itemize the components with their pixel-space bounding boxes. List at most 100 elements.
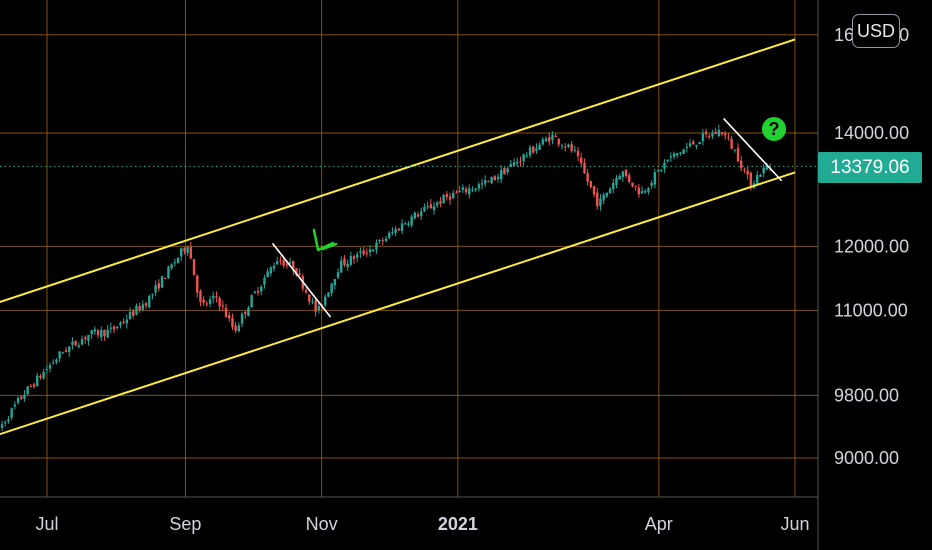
candle-body [170, 264, 173, 269]
time-axis[interactable]: Jul Sep Nov 2021 Apr Jun [35, 514, 809, 534]
candle-body [212, 295, 215, 299]
candle-body [685, 146, 689, 149]
candle-body [183, 248, 186, 252]
candle-body [196, 275, 199, 293]
candle-body [413, 212, 417, 219]
candle-body [749, 172, 753, 189]
candle-body [672, 153, 676, 157]
candle-body [144, 303, 148, 306]
check-mark-annotation [312, 228, 338, 252]
candle-body [240, 313, 244, 324]
candle-body [237, 325, 241, 332]
candle-body [695, 144, 698, 147]
candle-body [42, 372, 45, 379]
candle-body [554, 135, 557, 137]
candle-body [612, 183, 615, 190]
candle-body [445, 194, 449, 198]
candle-body [586, 173, 589, 182]
price-tick-label: 9000.00 [834, 448, 899, 468]
time-tick-label: Sep [169, 514, 201, 534]
candle-body [180, 248, 183, 257]
channel-upper-line [0, 38, 796, 304]
candle-body [727, 137, 730, 139]
candle-body [743, 169, 746, 171]
candle-body [682, 149, 685, 154]
candle-body [708, 136, 711, 138]
candle-body [167, 266, 170, 279]
candle-body [480, 183, 484, 185]
candle-body [535, 148, 538, 152]
candle-body [669, 156, 673, 158]
candle-body [340, 260, 343, 273]
candle-body [346, 263, 349, 268]
candle-body [560, 145, 564, 147]
candle-body [384, 238, 388, 242]
candle-body [692, 141, 695, 145]
last-price-badge: 13379.06 [818, 152, 922, 183]
candle-body [64, 350, 68, 352]
candle-body [532, 146, 535, 153]
candle-body [647, 187, 650, 193]
candle-body [724, 133, 727, 136]
candle-body [759, 174, 762, 177]
channel-lower-line [0, 171, 796, 436]
candle-body [429, 204, 433, 209]
candle-body [426, 206, 429, 208]
candle-body [640, 191, 644, 194]
candle-body [653, 172, 657, 185]
candle-body [407, 223, 410, 225]
candle-body [93, 329, 97, 332]
time-tick-label: 2021 [438, 514, 478, 534]
candle-body [327, 292, 330, 297]
candle-body [192, 258, 196, 276]
candle-body [202, 299, 205, 303]
candle-body [522, 154, 525, 162]
currency-button[interactable]: USD [852, 14, 900, 48]
candle-body [621, 171, 625, 177]
question-mark-icon: ? [762, 117, 786, 141]
grid-lines [0, 0, 819, 550]
candle-body [221, 305, 225, 307]
candle-body [432, 206, 436, 211]
candle-body [125, 319, 129, 324]
candle-body [644, 190, 647, 193]
candle-body [205, 303, 209, 305]
candle-body [80, 339, 84, 345]
candle-body [234, 325, 237, 331]
candle-body [151, 293, 154, 296]
time-tick-label: Apr [645, 514, 673, 534]
candle-body [631, 182, 634, 187]
trendline [722, 117, 783, 182]
candle-body [122, 321, 125, 323]
candle-body [215, 296, 218, 298]
candle-body [660, 169, 663, 171]
candle-body [77, 345, 81, 348]
candle-body [496, 176, 500, 179]
time-tick-label: Nov [306, 514, 338, 534]
candle-body [119, 322, 122, 326]
candle-body [266, 271, 269, 278]
candle-body [650, 182, 653, 186]
candle-body [509, 163, 513, 167]
price-tick-label: 14000.00 [834, 123, 909, 143]
candle-body [61, 352, 65, 354]
check-mark-icon [312, 228, 338, 252]
price-axis[interactable]: 16000.0014000.0012000.0011000.009800.009… [834, 25, 909, 468]
candle-body [564, 146, 567, 148]
candle-body [624, 169, 628, 177]
candle-body [448, 196, 452, 200]
candle-body [736, 147, 740, 162]
candle-body [4, 422, 7, 424]
candle-body [29, 386, 33, 388]
candle-body [663, 162, 666, 169]
candle-body [765, 167, 769, 170]
candle-body [580, 157, 583, 164]
candle-body [176, 257, 180, 263]
candle-body [701, 133, 705, 142]
trendline [271, 242, 332, 318]
candle-body [39, 375, 42, 378]
candle-body [458, 190, 461, 192]
candle-body [477, 184, 481, 189]
candle-body [756, 175, 759, 184]
